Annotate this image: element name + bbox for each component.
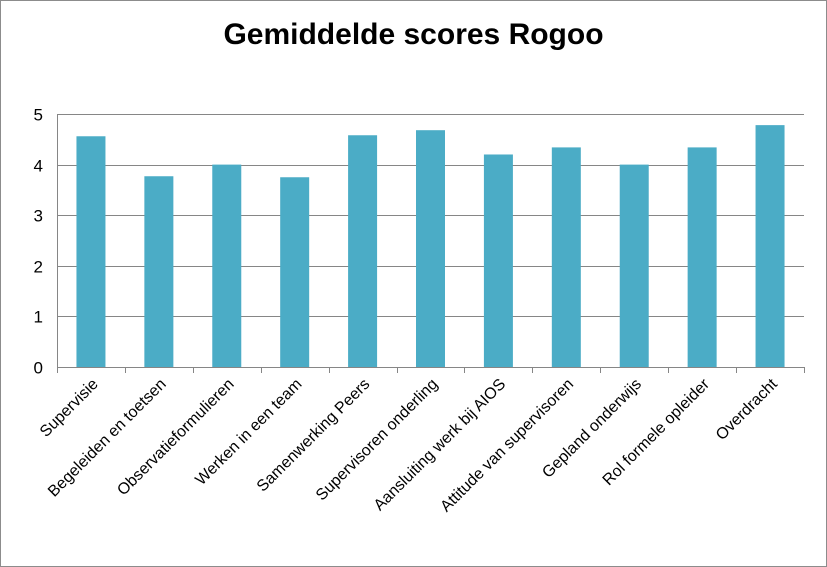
y-tick-label: 2	[34, 258, 43, 277]
y-tick-label: 0	[34, 359, 43, 378]
bar	[348, 135, 378, 367]
bar	[416, 130, 445, 367]
bar	[551, 147, 581, 367]
y-tick-label: 1	[34, 308, 43, 327]
x-tick-label: Attitude van supervisoren	[437, 376, 577, 516]
x-tick-label: Begeleiden en toetsen	[45, 376, 170, 501]
y-tick-label: 3	[34, 207, 43, 226]
bar	[144, 176, 174, 367]
x-tick-label: Samenwerking Peers	[254, 376, 374, 496]
bar	[212, 164, 242, 367]
chart-title: Gemiddelde scores Rogoo	[223, 18, 604, 51]
bar	[755, 125, 785, 368]
y-tick-label: 5	[34, 106, 43, 125]
bar	[687, 147, 717, 367]
x-tick-label: Supervisie	[37, 376, 102, 441]
x-tick-label: Overdracht	[713, 375, 781, 443]
x-tick-label: Supervisoren onderling	[313, 376, 441, 504]
y-tick-label: 4	[34, 157, 43, 176]
x-tick-label: Observatieformulieren	[114, 376, 237, 499]
x-tick-label: Aansluiting werk bij AIOS	[371, 376, 509, 514]
bar	[280, 177, 310, 367]
bar	[619, 164, 649, 367]
bar	[76, 136, 106, 367]
bar	[483, 154, 513, 367]
